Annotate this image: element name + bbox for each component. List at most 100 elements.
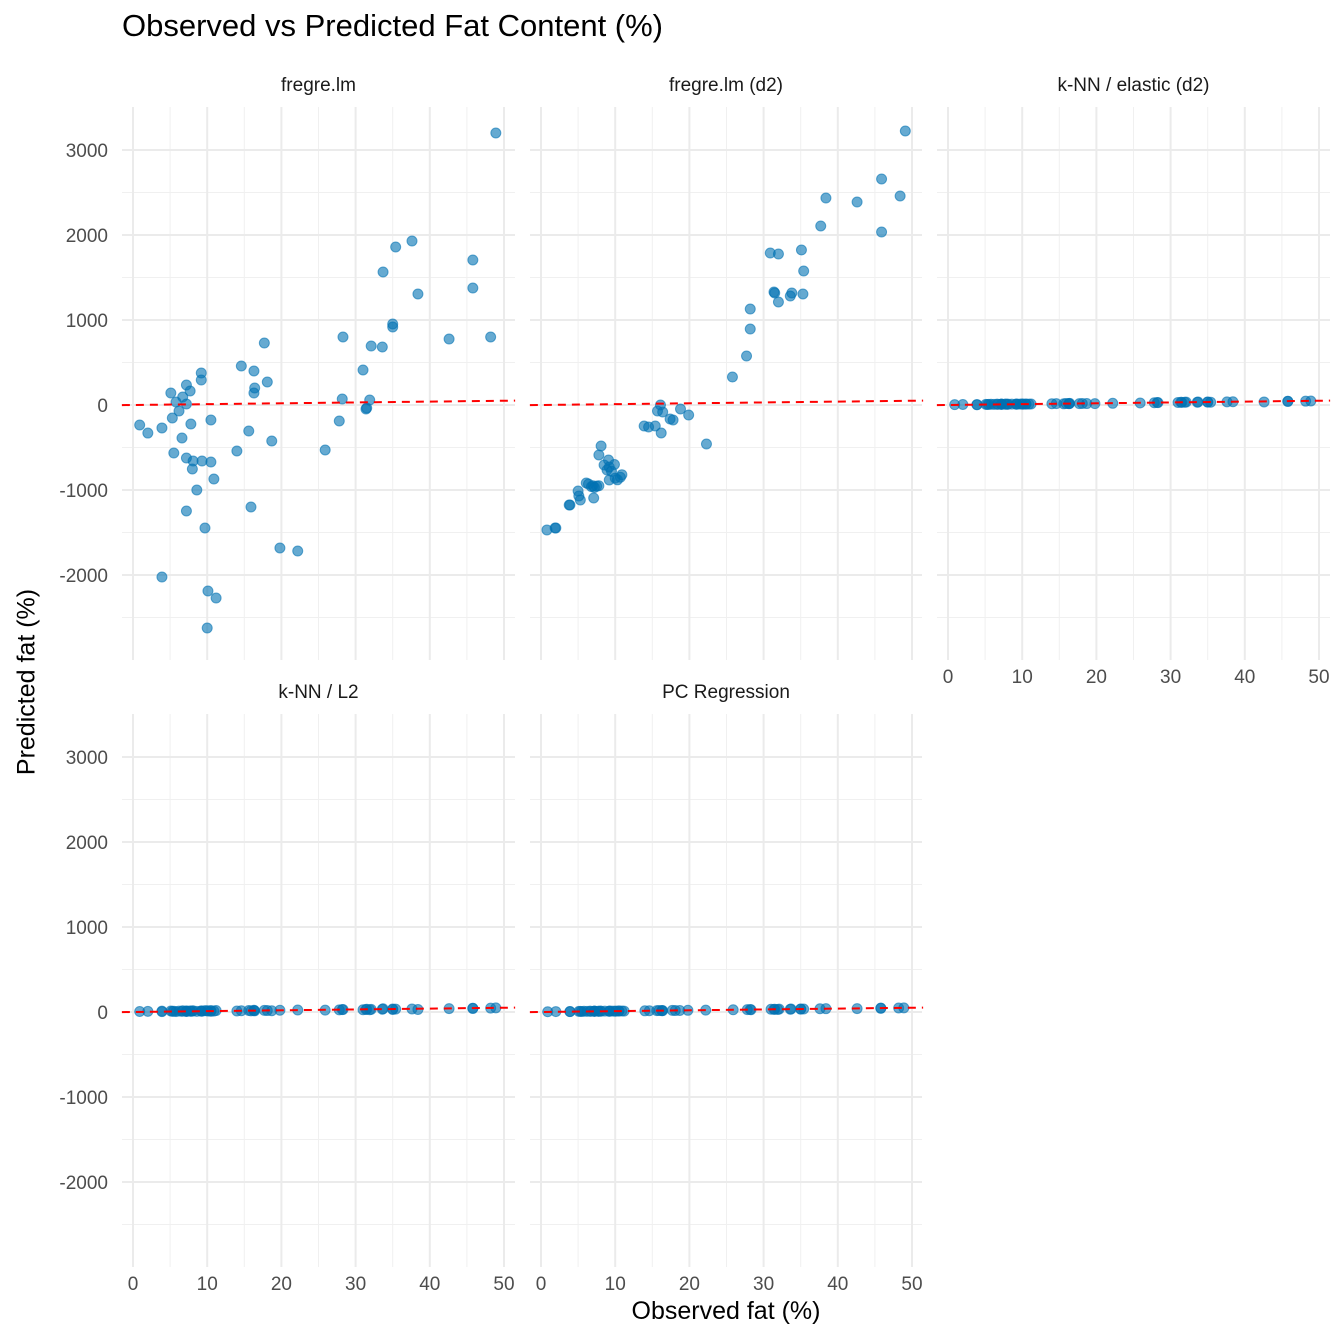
y-tick-label: 3000 [66,141,108,162]
data-point [655,427,667,439]
data-point [195,374,207,386]
data-point [208,473,220,485]
data-point [231,445,243,457]
data-point [274,542,286,554]
x-tick-label: 50 [493,1274,514,1295]
x-tick-label: 30 [345,1274,366,1295]
data-point [337,331,349,343]
data-point [235,360,247,372]
data-point [894,190,906,202]
data-point [357,364,369,376]
data-point [165,387,177,399]
data-point [772,248,784,260]
data-point [248,365,260,377]
data-point [674,403,686,415]
data-point [574,494,586,506]
data-point [390,241,402,253]
x-tick-label: 10 [1012,667,1033,688]
x-tick-label: 0 [536,1274,547,1295]
data-point [319,444,331,456]
data-point [245,501,257,513]
data-point [564,499,576,511]
data-point [387,321,399,333]
panel-3: k-NN / L2 -2000 -1000 0 1000 2000 3000 0 10 20 30 4… [59,682,516,1295]
x-tick-label: 30 [1160,667,1181,688]
data-point [786,287,798,299]
facet-label: PC Regression [662,682,790,703]
x-tick-label: 0 [128,1274,139,1295]
facet-label: fregre.lm [281,75,356,96]
x-tick-label: 0 [943,667,954,688]
data-point [741,350,753,362]
data-point [205,414,217,426]
reference-line [121,399,516,407]
panel-0: fregre.lm -2000 -1000 0 1000 2000 3000 [59,75,516,660]
facet-label: fregre.lm (d2) [669,75,783,96]
data-point [608,459,620,470]
data-point [199,522,211,534]
data-point [180,505,192,517]
data-point [166,412,178,424]
data-point [667,414,679,426]
data-point [202,585,214,597]
y-tick-label: -2000 [59,566,108,587]
data-point [191,484,203,496]
x-tick-label: 40 [827,1274,848,1295]
x-tick-label: 50 [901,1274,922,1295]
data-point [769,287,781,299]
data-point [243,425,255,437]
data-point [205,456,217,468]
data-point [365,340,377,352]
data-point [412,288,424,300]
panel-2: k-NN / elastic (d2) 0 10 20 30 40 50 [936,75,1331,688]
data-point [184,385,196,397]
data-point [333,415,345,427]
reference-line [936,399,1331,407]
data-point [176,432,188,444]
data-point [443,333,455,345]
y-tick-label: 0 [97,1003,108,1024]
data-point [266,435,278,447]
data-point [815,220,827,232]
panel-1: fregre.lm (d2) [529,75,924,660]
data-point [593,480,605,492]
y-tick-label: -1000 [59,481,108,502]
y-tick-label: 1000 [66,918,108,939]
data-point [168,447,180,459]
data-point [797,288,809,300]
data-point [467,282,479,294]
y-tick-label: -1000 [59,1088,108,1109]
y-tick-label: 2000 [66,833,108,854]
data-point [336,393,348,405]
data-point [726,371,738,383]
data-point [364,394,376,406]
x-tick-label: 20 [1086,667,1107,688]
data-point [744,323,756,335]
data-point [876,226,888,238]
data-point [185,418,197,430]
x-tick-label: 20 [271,1274,292,1295]
data-point [142,427,154,439]
data-point [700,438,712,450]
y-tick-label: 3000 [66,748,108,769]
data-point [657,406,669,418]
data-point [595,440,607,452]
x-tick-label: 10 [197,1274,218,1295]
reference-line [529,399,924,407]
panel-4: PC Regression 0 10 20 30 40 50 [529,682,924,1295]
y-tick-label: 1000 [66,311,108,332]
y-tick-label: 2000 [66,226,108,247]
data-point [490,127,502,139]
data-point [201,622,213,634]
facet-label: k-NN / L2 [278,682,358,703]
data-point [377,266,389,278]
data-point [588,492,600,504]
data-point [261,376,273,388]
data-point [683,409,695,421]
data-point [798,265,810,277]
data-point [616,469,628,481]
data-point [134,419,146,431]
x-axis-title: Observed fat (%) [631,1297,821,1325]
data-point [593,449,605,461]
